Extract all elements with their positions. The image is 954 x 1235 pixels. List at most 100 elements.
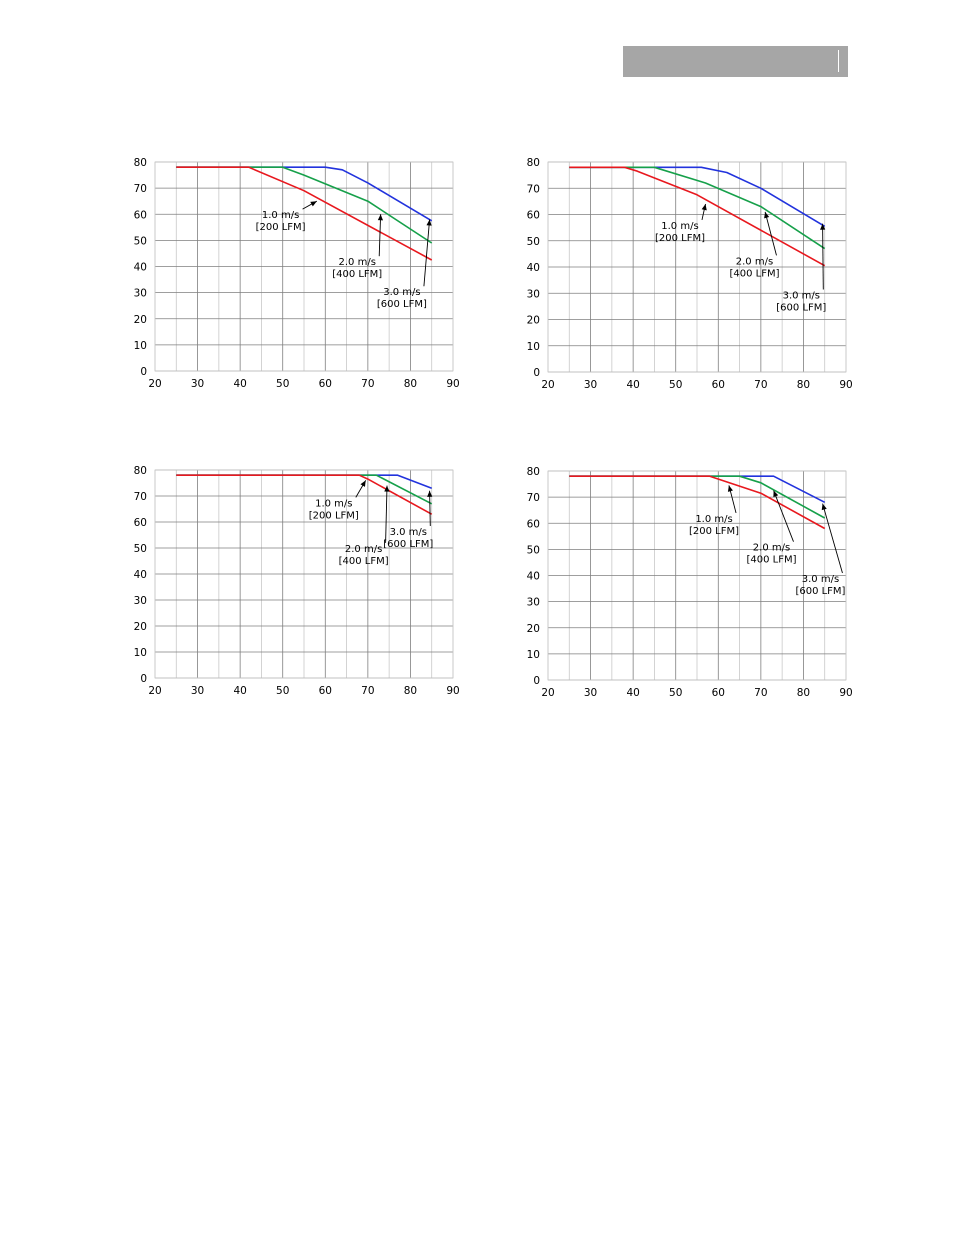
y-tick-label: 30 [527,288,540,300]
y-tick-label: 10 [527,649,540,661]
annotation-arrow [764,211,777,256]
annotation-label: 3.0 m/s [783,291,820,302]
series-line-3 [569,166,826,267]
annotation-label: 2.0 m/s [339,257,376,268]
derating-chart-1: 0 10 20 30 40 50 60 70 80 20 30 40 50 60 70 80 90 1.0 m/s… [134,157,460,390]
annotation-label: [400 LFM] [729,268,779,279]
annotation-arrowhead [764,211,770,219]
y-tick-label: 50 [134,543,147,555]
annotation-arrow [385,485,388,543]
annotation-label: 3.0 m/s [383,287,420,298]
y-tick-label: 60 [134,517,147,529]
y-tick-label: 80 [134,465,147,477]
y-tick-label: 40 [527,262,540,274]
annotation-arrowhead [384,485,390,492]
annotation-label: 1.0 m/s [661,221,698,232]
derating-chart-2: 0 10 20 30 40 50 60 70 80 20 30 40 50 60 70 80 90 1.0 m/s… [527,157,853,391]
y-tick-label: 20 [527,315,540,327]
plot-frame [154,469,454,679]
annotation-arrow [773,490,794,542]
plot-frame [547,161,847,373]
x-tick-label: 80 [404,378,417,390]
x-tick-label: 30 [584,379,597,391]
annotation-arrowhead [773,490,779,498]
x-tick-label: 70 [754,379,767,391]
y-tick-label: 20 [527,623,540,635]
y-tick-label: 70 [527,183,540,195]
y-tick-label: 0 [533,675,540,687]
x-tick-label: 50 [669,379,682,391]
annotation-label: 2.0 m/s [345,544,382,555]
y-tick-label: 50 [527,544,540,556]
x-tick-label: 70 [361,685,374,697]
y-tick-label: 30 [134,288,147,300]
y-tick-label: 70 [527,492,540,504]
y-tick-label: 60 [527,518,540,530]
series-line-3 [569,475,826,530]
annotation-label: [200 LFM] [256,222,306,233]
annotation-label: 1.0 m/s [315,498,352,509]
x-tick-label: 80 [404,685,417,697]
y-tick-label: 40 [134,569,147,581]
y-tick-label: 60 [134,209,147,221]
y-tick-label: 60 [527,210,540,222]
x-tick-label: 20 [148,685,161,697]
x-tick-label: 80 [797,379,810,391]
x-tick-label: 90 [446,685,459,697]
y-tick-label: 80 [527,466,540,478]
y-tick-label: 40 [134,262,147,274]
y-tick-label: 0 [533,367,540,379]
annotation-arrowhead [426,219,432,226]
x-tick-label: 50 [276,685,289,697]
y-tick-label: 10 [527,341,540,353]
annotation-label: 2.0 m/s [753,543,790,554]
x-tick-label: 20 [148,378,161,390]
y-tick-label: 20 [134,314,147,326]
x-tick-label: 20 [541,687,554,699]
x-tick-label: 50 [669,687,682,699]
x-tick-label: 40 [626,379,639,391]
series-line-3 [176,474,433,515]
annotation-arrowhead [377,214,384,221]
x-tick-label: 20 [541,379,554,391]
y-tick-label: 10 [134,647,147,659]
x-tick-label: 90 [839,379,852,391]
annotation-label: 1.0 m/s [262,210,299,221]
annotation-arrowhead [727,485,733,492]
annotation-arrow [423,219,431,287]
x-tick-label: 30 [191,685,204,697]
annotation-arrowhead [427,490,433,497]
annotation-arrowhead [701,204,707,211]
x-tick-label: 60 [319,378,332,390]
y-tick-label: 0 [140,366,147,378]
annotation-arrowhead [820,223,826,230]
x-tick-label: 80 [797,687,810,699]
annotation-label: [600 LFM] [377,299,427,310]
annotation-label: 1.0 m/s [695,514,732,525]
annotation-label: [400 LFM] [332,269,382,280]
y-tick-label: 50 [527,236,540,248]
x-tick-label: 40 [233,685,246,697]
y-tick-label: 80 [134,157,147,169]
x-tick-label: 70 [361,378,374,390]
y-tick-label: 70 [134,183,147,195]
x-tick-label: 90 [446,378,459,390]
annotation-arrow [822,223,824,290]
x-tick-label: 60 [712,379,725,391]
y-tick-label: 50 [134,235,147,247]
x-tick-label: 30 [584,687,597,699]
annotation-label: [600 LFM] [383,539,433,550]
annotation-label: [200 LFM] [689,526,739,537]
annotation-label: 3.0 m/s [802,574,839,585]
x-tick-label: 40 [233,378,246,390]
derating-chart-4: 0 10 20 30 40 50 60 70 80 20 30 40 50 60 70 80 90 1.0 m/s… [527,466,853,699]
series-line-3 [176,166,433,261]
y-tick-label: 10 [134,340,147,352]
y-tick-label: 0 [140,673,147,685]
annotation-arrowhead [821,503,827,511]
series-line-1 [569,166,826,227]
annotation-arrow [378,214,382,257]
header-divider [838,50,839,72]
x-tick-label: 50 [276,378,289,390]
annotation-label: [200 LFM] [655,233,705,244]
